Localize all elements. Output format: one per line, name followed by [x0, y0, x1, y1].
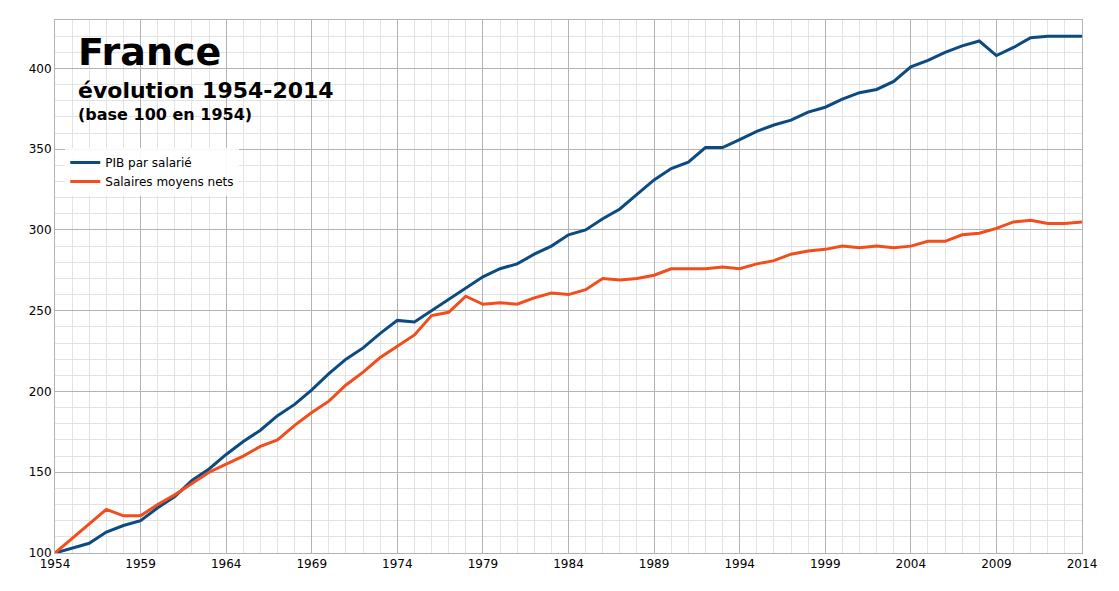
svg-text:1984: 1984	[553, 557, 584, 571]
svg-text:1999: 1999	[810, 557, 841, 571]
svg-text:Salaires moyens nets: Salaires moyens nets	[105, 175, 233, 189]
svg-text:1959: 1959	[125, 557, 156, 571]
svg-text:évolution 1954-2014: évolution 1954-2014	[78, 78, 334, 103]
svg-text:PIB par salarié: PIB par salarié	[105, 156, 191, 170]
svg-text:350: 350	[29, 142, 52, 156]
svg-text:2014: 2014	[1067, 557, 1098, 571]
svg-text:1989: 1989	[639, 557, 670, 571]
svg-text:250: 250	[29, 304, 52, 318]
svg-text:France: France	[78, 30, 221, 74]
svg-text:400: 400	[29, 62, 52, 76]
svg-text:1969: 1969	[296, 557, 327, 571]
svg-text:2009: 2009	[981, 557, 1012, 571]
svg-text:1964: 1964	[211, 557, 242, 571]
svg-text:2004: 2004	[896, 557, 927, 571]
svg-text:1974: 1974	[382, 557, 413, 571]
svg-text:1954: 1954	[40, 557, 71, 571]
svg-text:1994: 1994	[724, 557, 755, 571]
svg-text:100: 100	[29, 546, 52, 560]
svg-text:1979: 1979	[468, 557, 499, 571]
svg-text:150: 150	[29, 465, 52, 479]
svg-text:(base 100 en 1954): (base 100 en 1954)	[78, 105, 252, 124]
svg-text:300: 300	[29, 223, 52, 237]
svg-text:200: 200	[29, 385, 52, 399]
